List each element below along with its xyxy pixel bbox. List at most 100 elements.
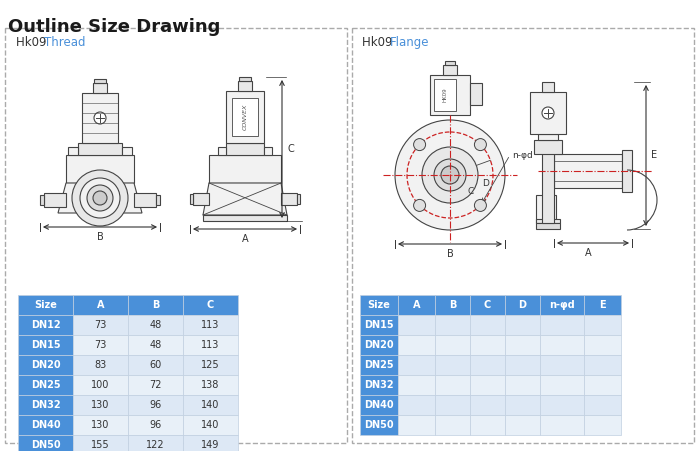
Polygon shape <box>203 183 287 215</box>
Bar <box>183 335 238 355</box>
Bar <box>78 143 122 155</box>
Circle shape <box>93 191 107 205</box>
Bar <box>183 355 238 375</box>
Text: 83: 83 <box>94 360 106 370</box>
Text: CONVEX: CONVEX <box>242 104 248 130</box>
Bar <box>470 375 505 395</box>
Bar <box>435 395 470 415</box>
Text: Hk09: Hk09 <box>16 36 50 49</box>
Text: 149: 149 <box>202 440 220 450</box>
Text: 73: 73 <box>94 320 106 330</box>
Text: Flange: Flange <box>390 36 430 49</box>
Text: 130: 130 <box>91 400 110 410</box>
Text: B: B <box>447 249 454 259</box>
Bar <box>360 415 398 435</box>
Text: A: A <box>241 234 248 244</box>
Text: 96: 96 <box>149 400 162 410</box>
Bar <box>93 83 107 93</box>
Text: Size: Size <box>34 300 57 310</box>
Text: 96: 96 <box>149 420 162 430</box>
Bar <box>218 147 226 155</box>
Bar <box>94 79 106 83</box>
Text: HK09: HK09 <box>442 87 447 102</box>
Bar <box>128 375 183 395</box>
Circle shape <box>72 170 128 226</box>
Bar <box>73 375 128 395</box>
Bar <box>540 415 584 435</box>
Bar <box>435 375 470 395</box>
Text: 113: 113 <box>202 320 220 330</box>
Bar <box>470 395 505 415</box>
Text: A: A <box>97 300 104 310</box>
Text: C: C <box>468 187 475 195</box>
Bar <box>443 65 457 75</box>
Text: 130: 130 <box>91 420 110 430</box>
Bar <box>470 315 505 335</box>
Bar <box>540 375 584 395</box>
Bar <box>122 147 132 155</box>
Bar <box>183 435 238 451</box>
Text: DN40: DN40 <box>31 420 60 430</box>
Circle shape <box>441 166 459 184</box>
Bar <box>73 395 128 415</box>
Text: 73: 73 <box>94 340 106 350</box>
Bar <box>360 395 398 415</box>
Bar <box>584 355 621 375</box>
Bar <box>73 355 128 375</box>
Text: C: C <box>288 144 295 154</box>
Text: 48: 48 <box>149 320 162 330</box>
Text: B: B <box>449 300 456 310</box>
Bar <box>434 79 456 111</box>
Bar <box>540 315 584 335</box>
Circle shape <box>475 199 486 212</box>
Text: DN25: DN25 <box>364 360 394 370</box>
Bar <box>584 375 621 395</box>
Bar <box>398 415 435 435</box>
Bar <box>18 395 73 415</box>
Bar <box>128 315 183 335</box>
Bar <box>82 93 118 143</box>
Bar <box>536 223 560 229</box>
Text: DN32: DN32 <box>31 400 60 410</box>
Text: DN20: DN20 <box>364 340 394 350</box>
Text: DN50: DN50 <box>364 420 394 430</box>
Bar <box>232 98 258 136</box>
Bar <box>18 295 73 315</box>
Bar <box>209 155 281 183</box>
Circle shape <box>87 185 113 211</box>
Bar <box>435 335 470 355</box>
Bar <box>505 355 540 375</box>
Bar <box>68 147 78 155</box>
Text: B: B <box>97 232 104 242</box>
Text: n-φd: n-φd <box>549 300 575 310</box>
Text: 140: 140 <box>202 400 220 410</box>
Text: 72: 72 <box>149 380 162 390</box>
Text: 100: 100 <box>91 380 110 390</box>
Bar <box>128 335 183 355</box>
Bar <box>505 375 540 395</box>
Text: 125: 125 <box>201 360 220 370</box>
Text: E: E <box>651 151 657 161</box>
Bar <box>183 415 238 435</box>
Bar <box>18 375 73 395</box>
Bar <box>398 295 435 315</box>
Text: DN50: DN50 <box>31 440 60 450</box>
Bar <box>128 435 183 451</box>
Bar <box>281 193 297 205</box>
Bar <box>226 143 264 155</box>
Text: D: D <box>519 300 526 310</box>
Bar <box>534 140 562 154</box>
Bar <box>398 375 435 395</box>
Circle shape <box>542 107 554 119</box>
Bar <box>470 335 505 355</box>
Text: 113: 113 <box>202 340 220 350</box>
Text: DN32: DN32 <box>364 380 394 390</box>
Bar <box>203 215 287 221</box>
Bar <box>398 335 435 355</box>
Bar <box>470 415 505 435</box>
Bar <box>542 82 554 92</box>
Bar <box>584 415 621 435</box>
Bar <box>18 335 73 355</box>
Bar <box>430 75 470 115</box>
Bar <box>18 315 73 335</box>
